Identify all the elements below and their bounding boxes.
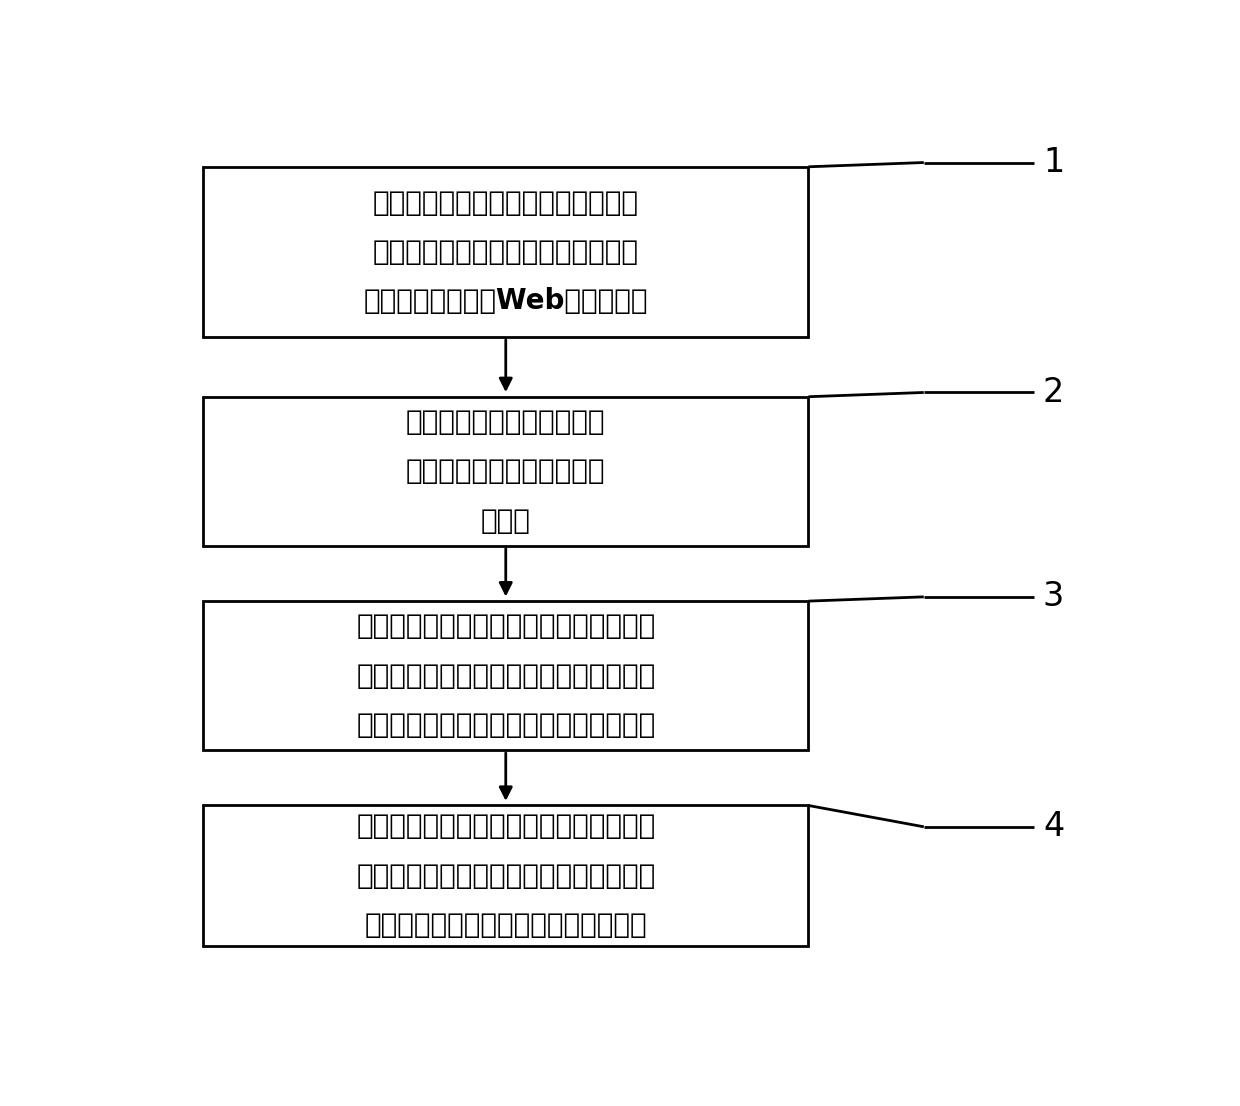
Text: 提供便捷的设备状态变更方式，记录不同: 提供便捷的设备状态变更方式，记录不同: [356, 813, 656, 841]
Bar: [203, 397, 808, 545]
Bar: [203, 602, 808, 750]
Bar: [203, 805, 808, 946]
Text: 获取变电站内一次设备激光测绘的点: 获取变电站内一次设备激光测绘的点: [373, 188, 639, 217]
Text: 1: 1: [1043, 146, 1064, 179]
Text: 持以不同颜色对设备的不同相别区分显示: 持以不同颜色对设备的不同相别区分显示: [356, 711, 656, 739]
Text: 及实际接线方式建立设备拓: 及实际接线方式建立设备拓: [405, 457, 605, 486]
Bar: [203, 167, 808, 337]
Text: 建立设备拓扑同三维模型的关联关系，智: 建立设备拓扑同三维模型的关联关系，智: [356, 613, 656, 640]
Text: 2: 2: [1043, 376, 1064, 409]
Text: 设备的运行状态变更时间及修改人，自动: 设备的运行状态变更时间及修改人，自动: [356, 862, 656, 889]
Text: 云图并进行变电站一次设备的三维模: 云图并进行变电站一次设备的三维模: [373, 238, 639, 265]
Text: 4: 4: [1043, 811, 1064, 843]
Text: 重新进行拓扑计算，刷新设备带电状态: 重新进行拓扑计算，刷新设备带电状态: [365, 911, 647, 939]
Text: 型建模，并转化为Web端展示模型: 型建模，并转化为Web端展示模型: [363, 288, 649, 315]
Text: 3: 3: [1043, 581, 1064, 614]
Text: 扑关系: 扑关系: [481, 507, 531, 534]
Text: 根据变电站设备一次接线图: 根据变电站设备一次接线图: [405, 408, 605, 436]
Text: 能分析当前设备带电状态并进行显示，支: 能分析当前设备带电状态并进行显示，支: [356, 661, 656, 690]
